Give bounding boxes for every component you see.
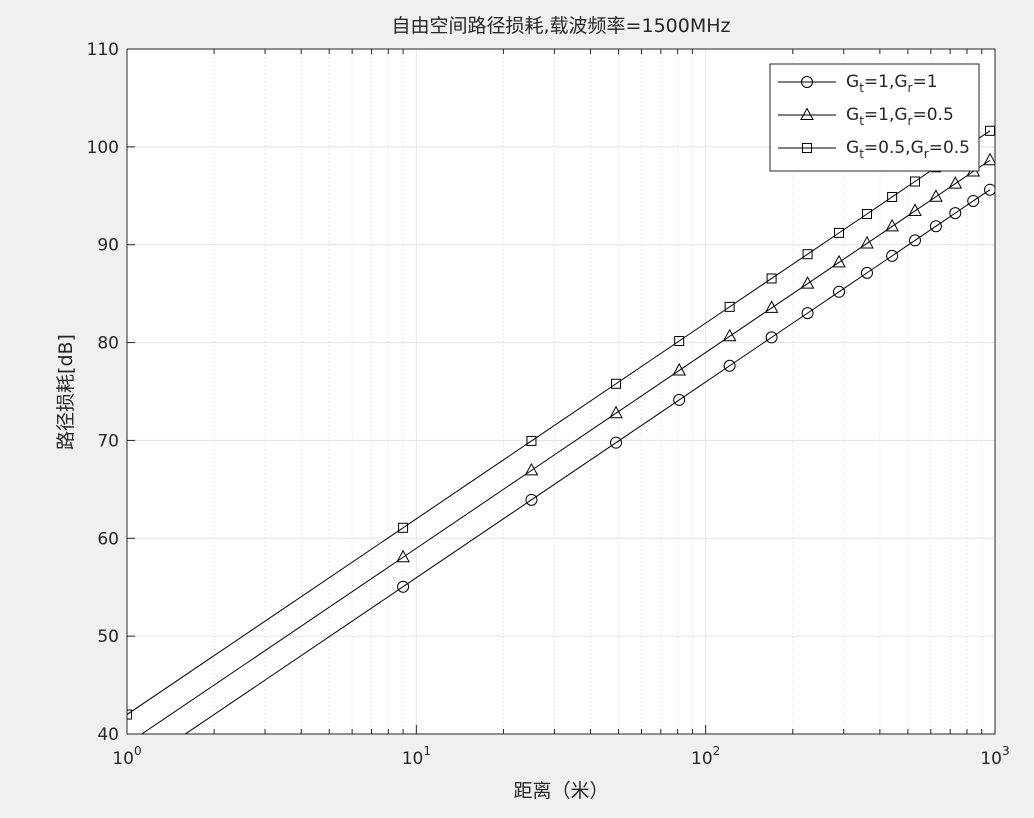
marker	[983, 152, 995, 166]
marker	[764, 300, 779, 313]
marker	[949, 207, 962, 220]
marker	[801, 76, 813, 88]
y-axis-label: 路径损耗[dB]	[55, 334, 77, 450]
y-tick-label: 60	[97, 529, 119, 549]
marker	[833, 285, 846, 298]
y-tick-label: 40	[97, 725, 119, 745]
marker	[766, 273, 777, 284]
marker	[724, 301, 735, 312]
y-tick-label: 70	[97, 431, 119, 451]
marker	[834, 227, 845, 238]
marker	[800, 276, 815, 289]
marker	[909, 176, 920, 187]
x-tick-label: 103​	[980, 744, 1009, 769]
marker	[887, 191, 898, 202]
marker	[765, 331, 778, 344]
marker	[802, 143, 812, 153]
marker	[985, 125, 995, 136]
x-axis-label: 距离（米）	[513, 780, 608, 802]
marker	[722, 328, 737, 342]
marker	[398, 522, 409, 533]
marker	[861, 208, 872, 219]
legend-label: Gt​=1,Gr​=1	[846, 72, 938, 95]
marker	[672, 362, 687, 376]
marker	[396, 549, 410, 563]
marker	[609, 405, 623, 419]
legend-label: Gt​=1,Gr​=0.5	[846, 105, 954, 128]
marker	[121, 737, 133, 748]
marker	[122, 768, 133, 779]
axes-box	[126, 48, 996, 735]
marker	[397, 580, 410, 593]
marker	[802, 249, 813, 260]
series-line	[184, 189, 991, 734]
marker	[860, 235, 874, 249]
marker	[908, 234, 921, 247]
marker	[524, 462, 539, 476]
legend-label: Gt​=0.5,Gr​=0.5	[846, 138, 970, 161]
marker	[908, 203, 922, 216]
marker	[984, 183, 995, 196]
chart-title: 自由空间路径损耗,载波频率=1500MHz	[392, 15, 731, 37]
marker	[948, 176, 963, 189]
marker	[800, 107, 814, 120]
marker	[801, 307, 814, 320]
marker	[860, 266, 873, 279]
marker	[127, 709, 132, 720]
marker	[929, 189, 943, 202]
marker	[885, 218, 899, 232]
marker	[610, 436, 623, 449]
y-tick-label: 80	[97, 334, 119, 354]
marker	[886, 249, 899, 262]
y-tick-label: 100	[87, 138, 119, 158]
series-line	[140, 159, 991, 734]
marker	[525, 493, 538, 506]
y-tick-label: 50	[97, 627, 119, 647]
x-tick-label: 101​	[402, 744, 431, 769]
marker	[929, 220, 942, 233]
y-tick-label: 90	[97, 236, 119, 256]
plot-layer	[121, 125, 995, 779]
marker	[723, 359, 736, 372]
y-tick-label: 110	[87, 40, 119, 60]
marker	[967, 194, 980, 207]
marker	[673, 393, 686, 406]
marker	[526, 435, 537, 446]
x-tick-label: 102​	[691, 744, 720, 769]
marker	[674, 336, 685, 347]
x-tick-label: 100​	[112, 744, 141, 769]
marker	[611, 378, 622, 389]
marker	[832, 254, 846, 268]
